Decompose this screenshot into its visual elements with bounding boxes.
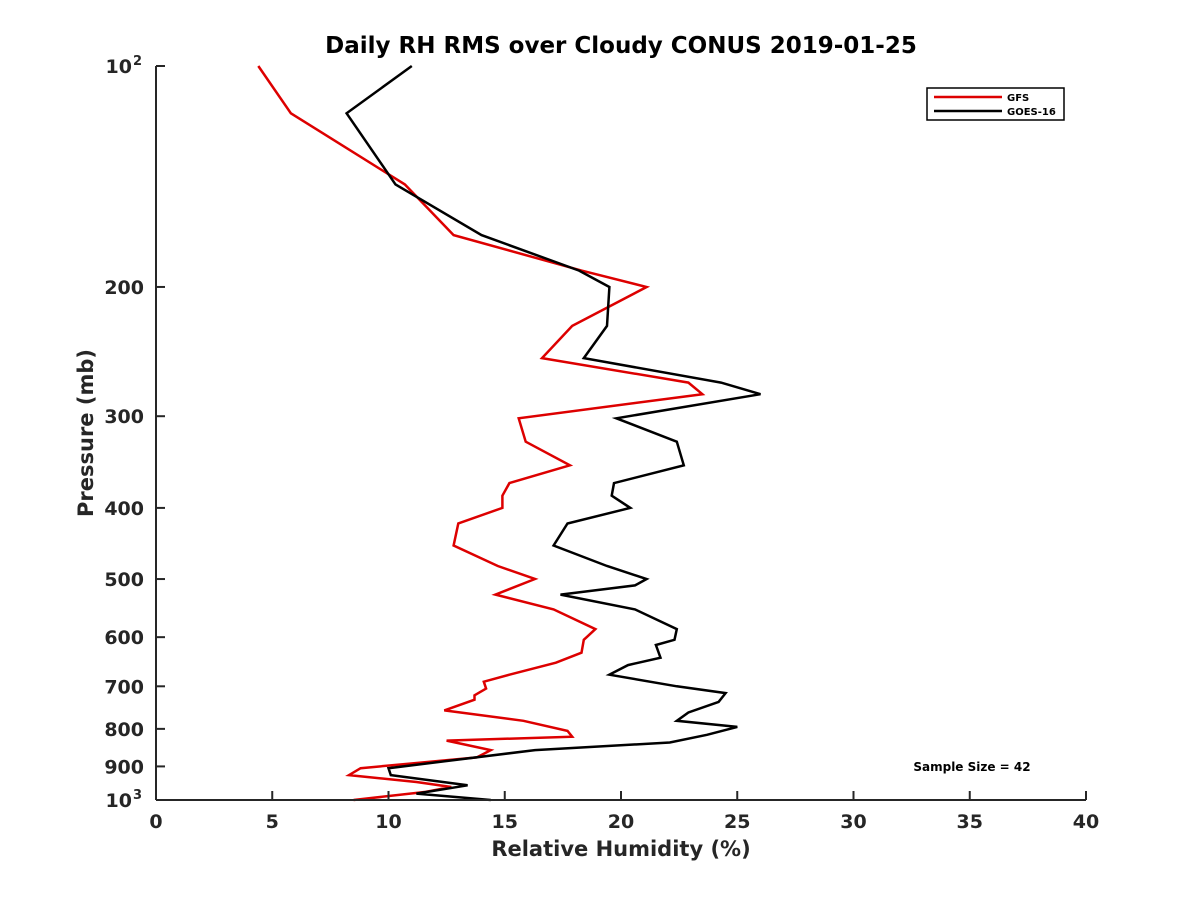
x-tick-label: 30 (840, 811, 866, 833)
x-tick-label: 15 (492, 811, 518, 833)
sample-size-annotation: Sample Size = 42 (913, 760, 1030, 774)
y-tick-label: 500 (104, 569, 144, 591)
x-tick-label: 25 (724, 811, 750, 833)
series-line-goes-16 (344, 64, 761, 802)
legend-label-gfs: GFS (1007, 93, 1029, 104)
y-tick-label: 200 (104, 277, 144, 299)
y-tick-label: 900 (104, 756, 144, 778)
y-tick-label: 400 (104, 498, 144, 520)
x-tick-label: 10 (375, 811, 401, 833)
y-tick-label: 10 (106, 790, 132, 812)
y-tick-label: 700 (104, 676, 144, 698)
y-tick-label: 800 (104, 719, 144, 741)
series-line-gfs (257, 65, 706, 802)
legend-label-goes-16: GOES-16 (1007, 107, 1056, 118)
x-tick-label: 40 (1073, 811, 1099, 833)
x-tick-label: 0 (149, 811, 162, 833)
y-tick-label: 600 (104, 627, 144, 649)
legend-box (926, 87, 1065, 121)
y-tick-label: 300 (104, 406, 144, 428)
x-tick-label: 5 (266, 811, 279, 833)
series-layer (257, 64, 761, 802)
x-tick-label: 35 (957, 811, 983, 833)
chart-title: Daily RH RMS over Cloudy CONUS 2019-01-2… (325, 33, 917, 59)
x-tick-label: 20 (608, 811, 634, 833)
legend: GFS GOES-16 (926, 87, 1065, 121)
x-axis-label: Relative Humidity (%) (491, 837, 750, 861)
x-ticks: 0 5 10 15 20 25 30 35 40 (149, 791, 1099, 833)
y-tick-label: 10 (106, 56, 132, 78)
y-tick-exponent: 2 (133, 54, 142, 69)
y-axis-label: Pressure (mb) (74, 349, 98, 517)
y-tick-exponent: 3 (133, 788, 142, 803)
